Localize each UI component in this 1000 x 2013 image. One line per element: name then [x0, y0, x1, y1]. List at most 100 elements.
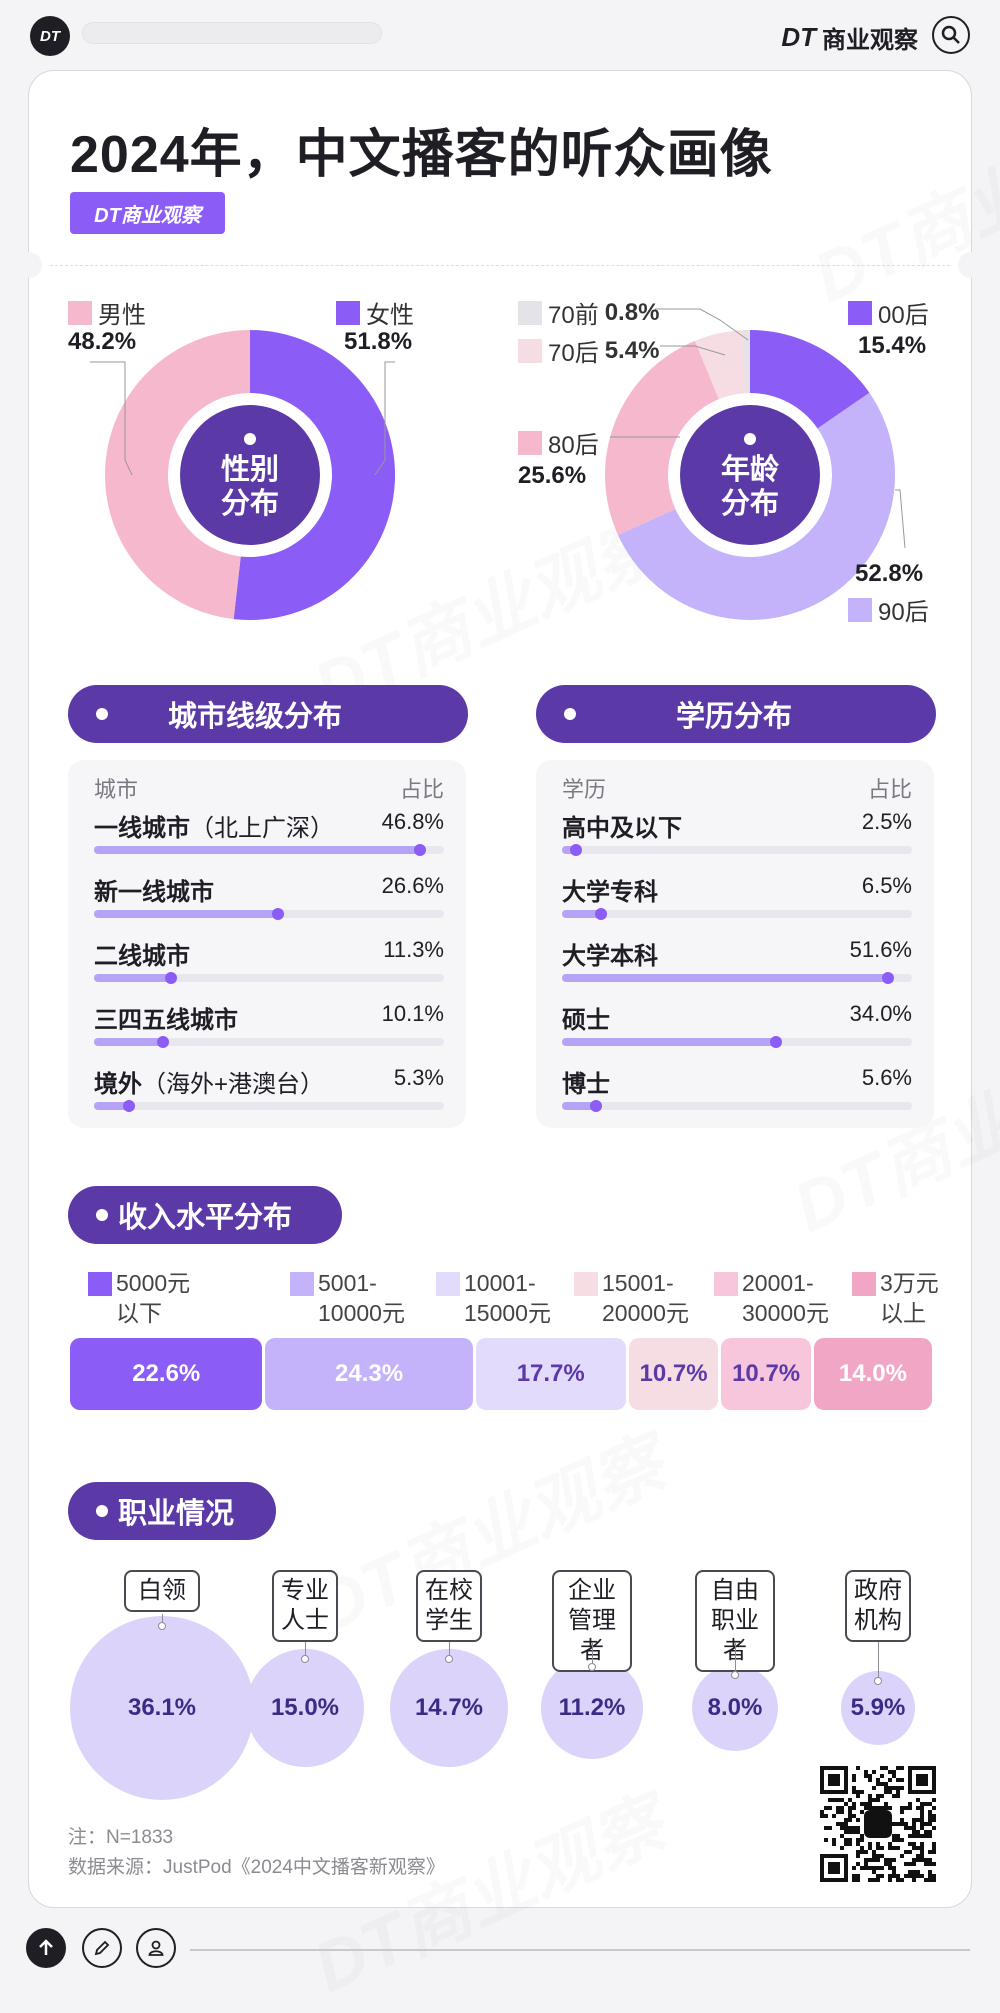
- income-section-header: 收入水平分布: [68, 1186, 342, 1244]
- top-brand: DT 商业观察: [781, 20, 918, 55]
- bottom-divider: [190, 1949, 970, 1951]
- legend-line1: 3万元: [880, 1270, 939, 1296]
- legend-line1: 20001-: [742, 1270, 814, 1296]
- legend-line1: 5001-: [318, 1270, 377, 1296]
- legend-swatch: [574, 1272, 598, 1296]
- legend-line2: 30000元: [742, 1300, 829, 1326]
- bar-knob: [272, 908, 285, 920]
- bar-track: [94, 1038, 444, 1046]
- bottom-bar: [0, 1912, 1000, 1989]
- job-connector-dot: [874, 1676, 882, 1685]
- bar-fill: [562, 1038, 779, 1046]
- edu-col-header: 学历: [562, 777, 607, 802]
- job-label-line1: 在校: [425, 1577, 473, 1604]
- legend-age-pre70: 70前 0.8%: [518, 295, 659, 330]
- leader-line: [374, 361, 395, 476]
- bar-track: [94, 974, 444, 982]
- legend-line2: 15000元: [464, 1300, 551, 1326]
- leader-line: [655, 308, 749, 341]
- bar-knob: [165, 972, 178, 984]
- job-label-line2: 人士: [281, 1607, 329, 1634]
- row-label-main: 博士: [562, 1071, 610, 1098]
- legend-swatch: [852, 1272, 876, 1296]
- qr-code[interactable]: [820, 1766, 936, 1882]
- bar-fill: [562, 1102, 598, 1110]
- job-bubble: 14.7%: [390, 1649, 508, 1767]
- scroll-top-icon[interactable]: [26, 1928, 66, 1968]
- donut-center: [180, 405, 320, 545]
- search-icon[interactable]: [932, 16, 970, 54]
- slice-female: [233, 330, 395, 620]
- job-label-line1: 企业: [568, 1577, 616, 1604]
- slice-age-00s: [750, 330, 870, 429]
- row-label-sub: （北上广深）: [190, 815, 334, 842]
- row-label: 二线城市: [94, 936, 190, 971]
- income-legend-item: 5001- 10000元: [290, 1268, 405, 1328]
- slice-age-70s: [694, 330, 746, 400]
- legend-swatch: [518, 430, 542, 455]
- bar-track: [562, 846, 912, 854]
- legend-age-90s: 90后: [848, 592, 929, 627]
- bullet-dot: [96, 1505, 108, 1517]
- center-dot: [244, 433, 256, 445]
- job-connector-dot: [445, 1655, 453, 1664]
- card-notch-right: [958, 252, 984, 278]
- legend-swatch: [436, 1272, 460, 1296]
- profile-icon[interactable]: [136, 1928, 176, 1968]
- bar-knob: [413, 844, 426, 856]
- job-connector-dot: [158, 1622, 166, 1630]
- job-label-line2: 学生: [425, 1607, 473, 1634]
- page-title: 2024年，中文播客的听众画像: [70, 126, 773, 184]
- job-connector: [878, 1642, 879, 1681]
- legend-swatch: [68, 300, 92, 325]
- row-label-main: 境外: [94, 1071, 142, 1098]
- jobs-section-header: 职业情况: [68, 1482, 276, 1540]
- legend-line1: 10001-: [464, 1270, 536, 1296]
- card-notch-left: [16, 252, 42, 278]
- row-label-main: 大学本科: [562, 943, 658, 970]
- bar-knob: [156, 1036, 169, 1048]
- row-label-sub: （海外+港澳台）: [142, 1071, 325, 1098]
- row-value: 34.0%: [849, 1001, 912, 1026]
- legend-line1: 15001-: [602, 1270, 674, 1296]
- bar-knob: [595, 908, 608, 920]
- job-bubble: 36.1%: [70, 1616, 254, 1800]
- row-label: 高中及以下: [562, 808, 682, 843]
- edit-pencil-icon[interactable]: [82, 1928, 122, 1968]
- bar-fill: [562, 974, 891, 982]
- bar-knob: [123, 1100, 136, 1112]
- legend-swatch: [290, 1272, 314, 1296]
- row-value: 11.3%: [383, 937, 444, 962]
- legend-label-female: 女性: [366, 302, 414, 329]
- bar-knob: [589, 1100, 602, 1112]
- top-brand-dt: DT: [781, 22, 816, 52]
- row-label-main: 三四五线城市: [94, 1007, 238, 1034]
- legend-label-male: 男性: [98, 302, 146, 329]
- row-label: 境外（海外+港澳台）: [94, 1064, 324, 1099]
- legend-line2: 10000元: [318, 1300, 405, 1326]
- app-logo[interactable]: DT: [30, 16, 70, 56]
- row-value: 5.3%: [393, 1065, 444, 1090]
- row-label: 一线城市（北上广深）: [94, 808, 334, 843]
- row-label: 大学专科: [562, 872, 658, 907]
- edu-share-header: 占比: [867, 777, 912, 802]
- legend-swatch: [336, 300, 360, 325]
- legend-swatch: [518, 338, 542, 363]
- income-legend-item: 5000元 以下: [88, 1268, 190, 1328]
- legend-label: 00后: [878, 302, 929, 329]
- city-share-header: 占比: [399, 777, 444, 802]
- row-label: 硕士: [562, 1000, 610, 1035]
- legend-line1: 5000元: [116, 1270, 191, 1296]
- value-age-80s: 25.6%: [518, 462, 587, 489]
- legend-line2: 20000元: [602, 1300, 689, 1326]
- job-connector: [305, 1642, 306, 1659]
- job-bubble: 11.2%: [540, 1656, 644, 1760]
- top-search-field[interactable]: [82, 22, 382, 44]
- legend-age-70s: 70后 5.4%: [518, 333, 659, 368]
- legend-value: 0.8%: [604, 298, 660, 326]
- data-source-note: 数据来源：JustPod《2024中文播客新观察》: [68, 1857, 445, 1878]
- job-label: 白领: [124, 1570, 200, 1612]
- header-divider: [50, 265, 950, 266]
